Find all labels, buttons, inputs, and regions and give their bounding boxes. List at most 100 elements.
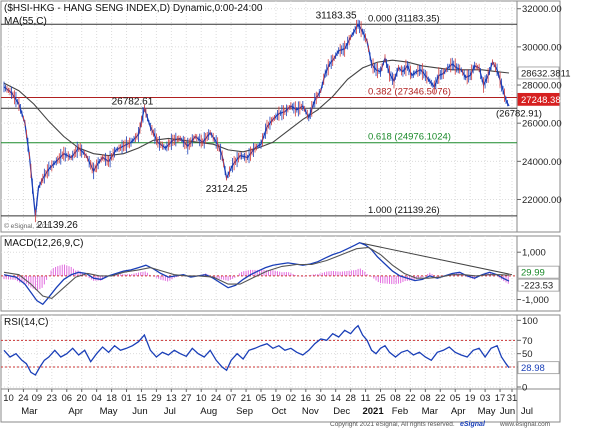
x-day-label: 24 — [211, 393, 222, 404]
x-day-label: 25 — [375, 393, 386, 404]
x-month-label: Nov — [302, 406, 319, 417]
panels-layer: 22000.00 24000.00 26000.00 28000.00 30000.00… — [1, 3, 571, 394]
series-line-signal — [3, 246, 510, 300]
y-tick-label: 0 — [522, 383, 527, 394]
y-tick-label: 70 — [522, 336, 533, 347]
fib-level-label: 0.382 (27346.5076) — [368, 87, 451, 98]
peak-annotation: 21139.26 — [37, 220, 78, 231]
price-tag-box — [517, 361, 560, 375]
price-tag: -223.53 — [517, 278, 560, 292]
panel-frame-1 — [0, 235, 561, 312]
indicator-label: RSI(14,C) — [4, 317, 48, 328]
x-day-label: 24 — [18, 393, 29, 404]
price-tag-label: 29.99 — [521, 268, 545, 279]
fib-level-label: 1.000 (21139.26) — [368, 205, 440, 216]
watermark: © eSignal, 2021 — [4, 222, 51, 230]
price-tag: 28632.3811 — [517, 66, 571, 80]
fib-level-label: (26782.91) — [496, 108, 542, 119]
panel-price: 22000.00 24000.00 26000.00 28000.00 30000.00… — [1, 3, 571, 231]
price-tag-box — [517, 92, 560, 106]
x-month-label: 2021 — [362, 406, 384, 417]
macd-trendline — [359, 242, 513, 276]
footer-brand: eSignal — [460, 421, 486, 428]
x-month-label: Oct — [272, 406, 287, 417]
x-day-label: 19 — [465, 393, 476, 404]
x-day-label: 08 — [390, 393, 401, 404]
series-line-macd — [3, 241, 510, 306]
fib-level-label: 0.000 (31183.35) — [368, 13, 440, 24]
x-day-label: 19 — [271, 393, 282, 404]
price-tag-box — [517, 265, 560, 279]
x-day-label: 11 — [361, 393, 371, 404]
y-tick-label: 28000.00 — [522, 81, 562, 92]
indicator-label: MA(55,C) — [4, 16, 47, 27]
x-month-label: Dec — [333, 406, 350, 417]
footer-layer: Copyright 2021 eSignal, All rights reser… — [330, 421, 550, 428]
price-tag-label: -223.53 — [521, 281, 553, 292]
footer-copyright: Copyright 2021 eSignal, All rights reser… — [330, 421, 455, 428]
x-day-label: 02 — [286, 393, 297, 404]
indicator-label: MACD(12,26,9,C) — [4, 238, 83, 249]
x-day-label: 23 — [47, 393, 58, 404]
y-tick-label: 1,000 — [522, 248, 546, 259]
x-day-label: 20 — [76, 393, 87, 404]
panel-macd: 1,000 -1,000 MACD(12,26,9,C) 29.99 -223.53 — [1, 238, 560, 306]
x-day-label: 29 — [151, 393, 162, 404]
chart-title: ($HSI-HKG - HANG SENG INDEX,D) Dynamic,0… — [4, 3, 263, 14]
x-day-label: 21 — [241, 393, 252, 404]
peak-annotation: 31183.35 — [316, 10, 357, 21]
x-day-label: 03 — [480, 393, 491, 404]
x-day-label: 14 — [330, 393, 341, 404]
x-month-label: Apr — [68, 406, 83, 417]
price-tag: 27248.38 — [517, 92, 561, 106]
x-month-label: May — [478, 406, 496, 417]
peak-annotation: 23124.25 — [206, 184, 248, 195]
series-line-rsi — [3, 324, 510, 376]
x-month-label: Aug — [200, 406, 217, 417]
panel-rsi: 1007050300RSI(14,C)28.98 — [1, 316, 560, 394]
panel-frame-2 — [0, 314, 561, 390]
footer-url: www.esignal.com — [499, 421, 550, 428]
x-day-label: 09 — [32, 393, 43, 404]
x-day-label: 15 — [136, 393, 147, 404]
x-day-label: 08 — [420, 393, 431, 404]
x-month-label: Jul — [164, 406, 176, 417]
price-tag-label: 28.98 — [521, 363, 545, 374]
x-day-label: 13 — [166, 393, 177, 404]
x-month-label: Jul — [521, 406, 533, 417]
grid-layer — [0, 0, 561, 423]
fib-level-label: 0.618 (24976.1024) — [368, 132, 451, 143]
x-month-label: Feb — [392, 406, 408, 417]
y-tick-label: 26000.00 — [522, 119, 562, 130]
peak-annotation: 26782.61 — [112, 96, 154, 107]
x-day-label: 05 — [256, 393, 267, 404]
x-month-label: May — [100, 406, 118, 417]
y-tick-label: 30000.00 — [522, 42, 562, 53]
x-month-label: Mar — [422, 406, 438, 417]
price-tag-label: 28632.3811 — [521, 68, 571, 79]
axis-layer: 10 24 09 23 06 20 04 18 01 15 29 13 27 10 24 07 21 05 19 02… — [3, 389, 533, 417]
x-day-label: 01 — [121, 393, 132, 404]
price-tag: 28.98 — [517, 361, 560, 375]
y-tick-label: -1,000 — [522, 295, 549, 306]
x-day-label: 07 — [226, 393, 237, 404]
price-tag-box — [517, 66, 560, 80]
x-day-label: 04 — [91, 393, 102, 404]
x-day-label: 22 — [435, 393, 446, 404]
y-tick-label: 50 — [522, 349, 533, 360]
x-month-label: Jun — [132, 406, 147, 417]
price-tag: 29.99 — [517, 265, 560, 279]
x-day-label: 27 — [181, 393, 192, 404]
price-tag-box — [517, 278, 560, 292]
x-axis-frame — [0, 388, 561, 423]
price-bars — [3, 19, 508, 223]
x-day-label: 30 — [315, 393, 326, 404]
x-day-label: 28 — [345, 393, 356, 404]
y-tick-label: 32000.00 — [522, 4, 562, 15]
x-day-label: 05 — [450, 393, 461, 404]
price-tag-label: 27248.38 — [521, 95, 561, 106]
y-tick-label: 24000.00 — [522, 157, 562, 168]
y-tick-label: 22000.00 — [522, 195, 562, 206]
x-month-label: Mar — [21, 406, 37, 417]
